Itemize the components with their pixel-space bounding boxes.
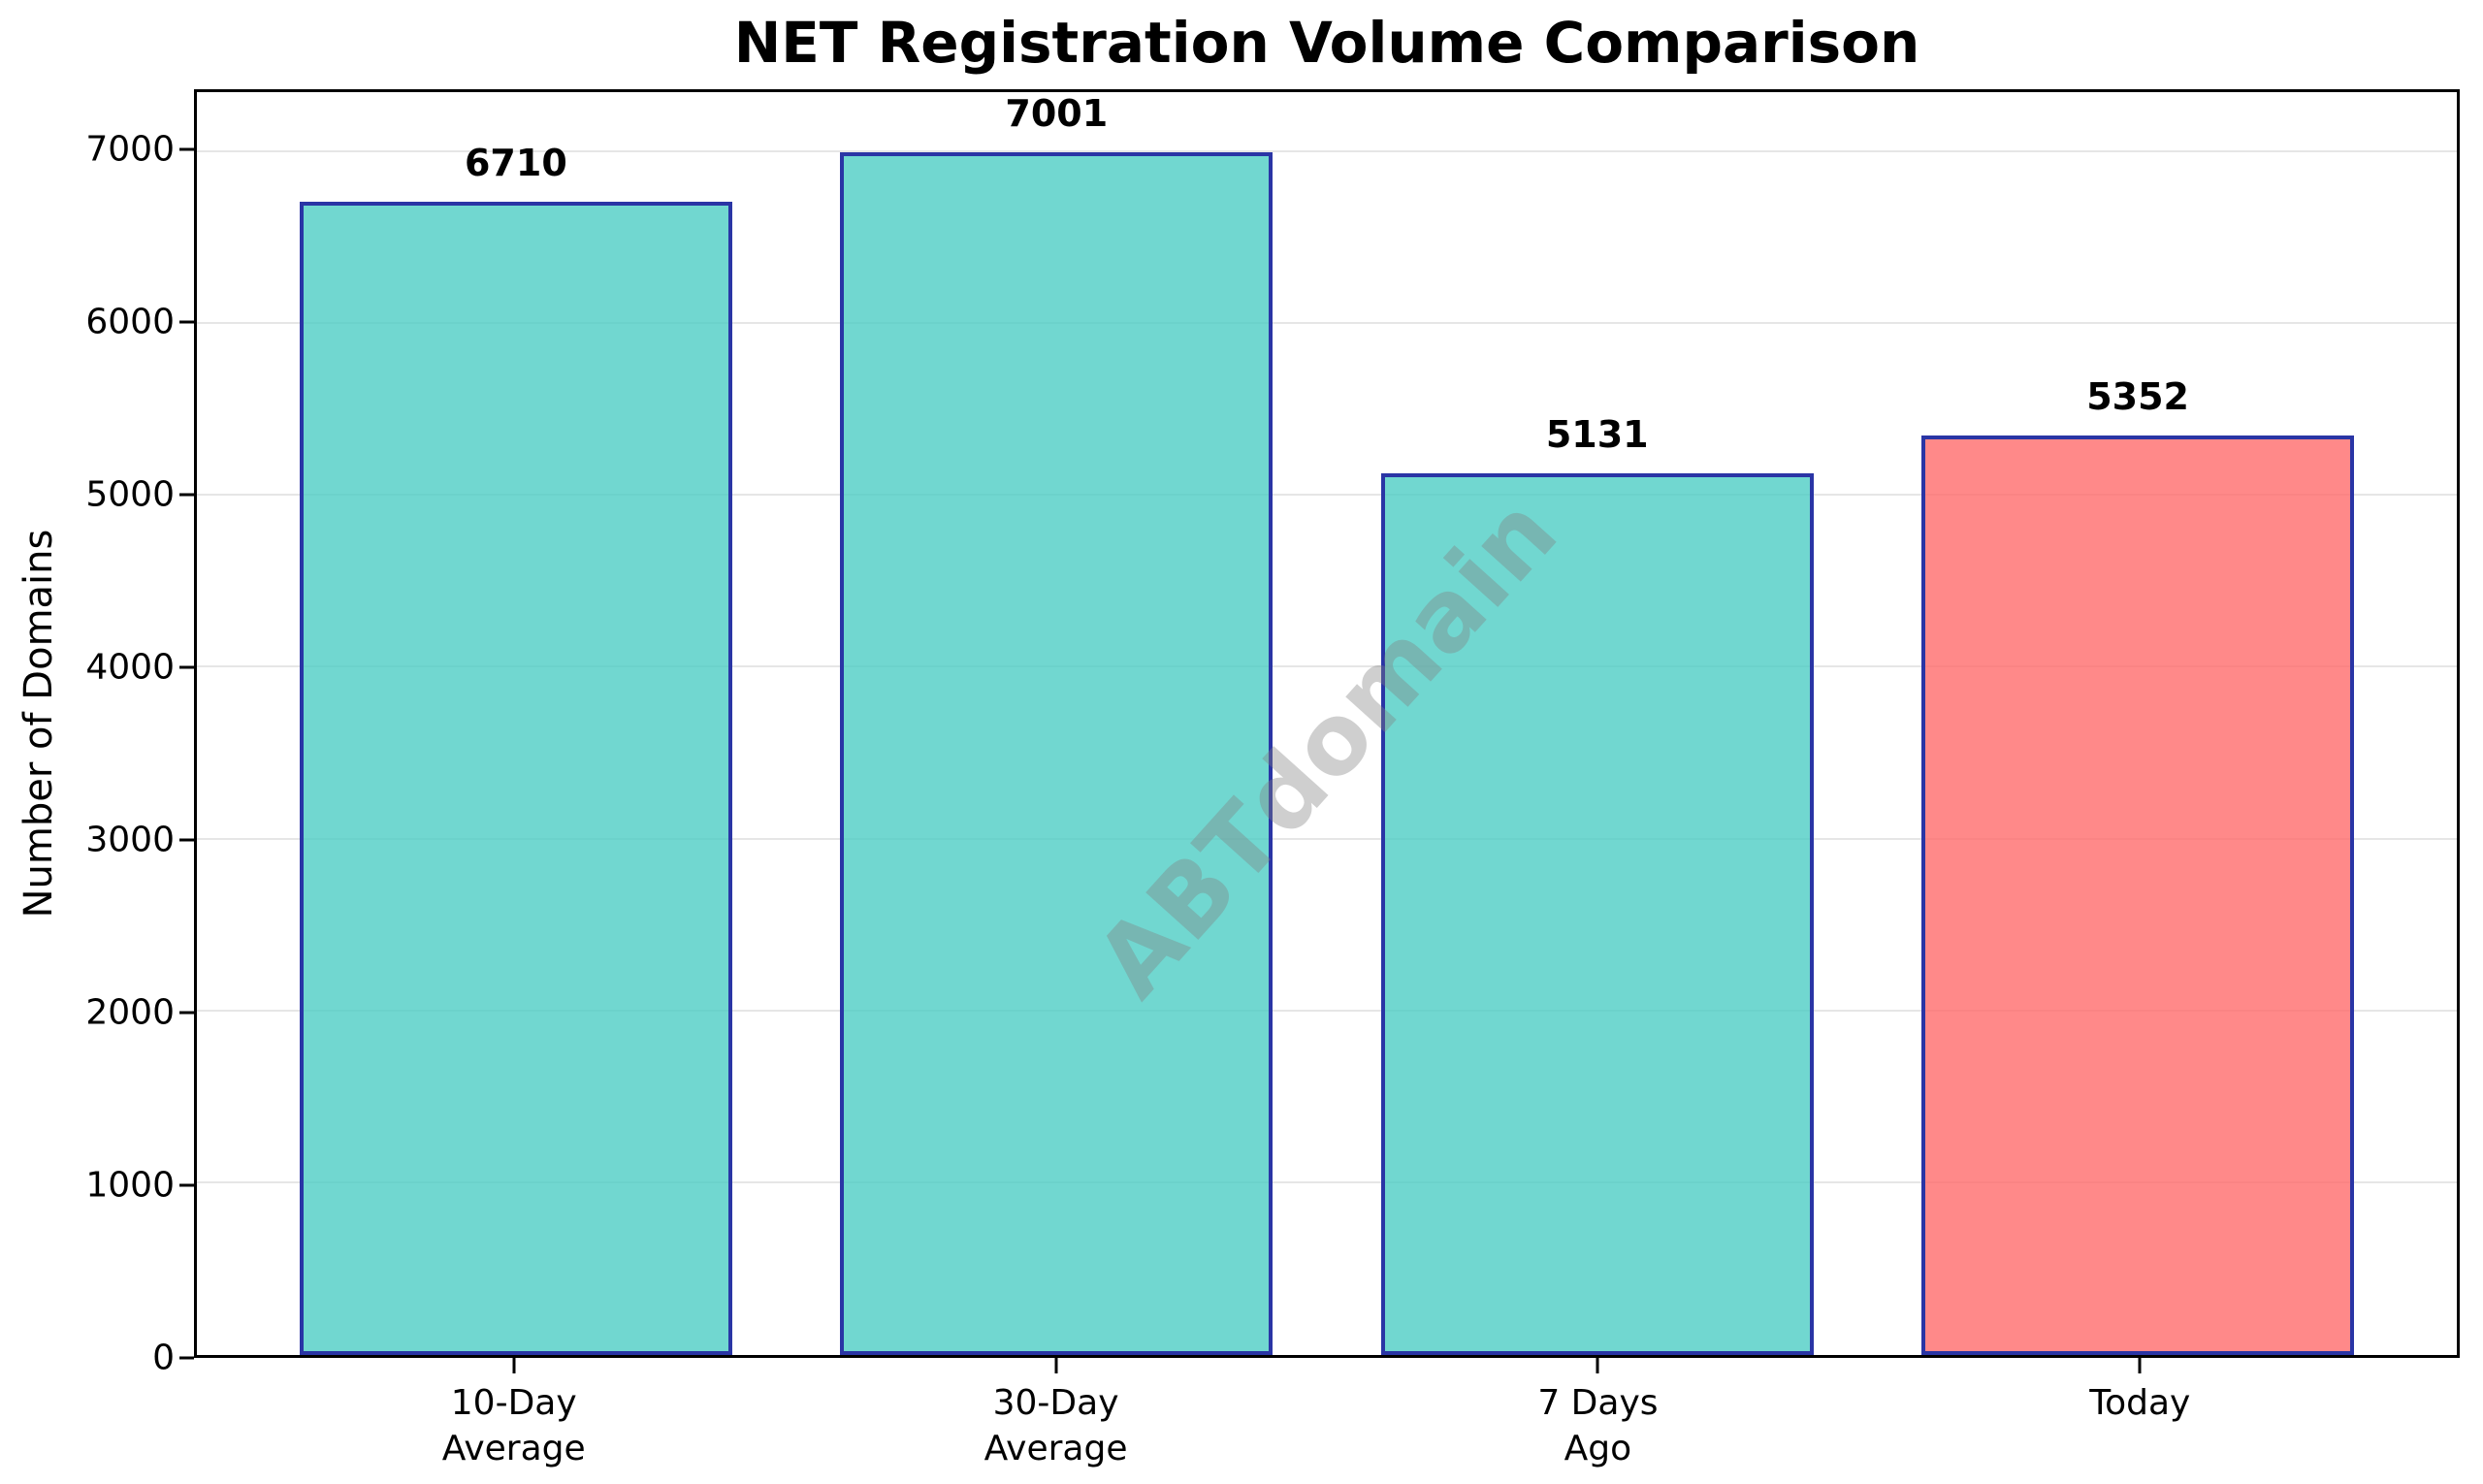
bar-today [1921,435,2355,1355]
x-tick-mark [1596,1358,1599,1373]
x-tick-label: 10-Day Average [441,1383,586,1468]
gridline-4000 [197,665,2457,668]
gridline-1000 [197,1180,2457,1183]
y-tick-label-1000: 1000 [85,1165,175,1206]
gridline-5000 [197,494,2457,497]
y-tick-label-0: 0 [152,1338,175,1378]
gridline-3000 [197,837,2457,840]
y-tick-mark-2000 [179,1011,194,1015]
y-tick-mark-1000 [179,1183,194,1187]
y-tick-label-2000: 2000 [85,992,175,1033]
y-tick-mark-4000 [179,665,194,669]
bar-value-label: 5352 [2086,374,2189,418]
x-tick-mark [1054,1358,1058,1373]
y-tick-mark-0 [179,1356,194,1360]
x-tick-label: 7 Days Ago [1537,1383,1659,1468]
bar-value-label: 7001 [1005,91,1109,135]
y-tick-label-6000: 6000 [85,302,175,342]
bar-value-label: 5131 [1545,413,1649,457]
bar-30-day-average [840,151,1274,1355]
bar-7-days-ago [1380,473,1814,1355]
chart-title: NET Registration Volume Comparison [733,10,1920,76]
y-tick-mark-6000 [179,320,194,324]
bar-value-label: 6710 [464,142,567,185]
y-tick-mark-5000 [179,493,194,497]
y-tick-label-7000: 7000 [85,129,175,170]
gridline-7000 [197,150,2457,152]
y-tick-mark-3000 [179,838,194,842]
y-tick-label-5000: 5000 [85,474,175,515]
bar-10-day-average [299,202,732,1355]
x-tick-mark [2138,1358,2142,1373]
y-tick-label-3000: 3000 [85,820,175,860]
x-tick-label: 30-Day Average [984,1383,1128,1468]
y-tick-label-4000: 4000 [85,647,175,688]
gridline-6000 [197,322,2457,325]
plot-area: 6710 7001 5131 5352 [194,89,2460,1358]
gridline-2000 [197,1009,2457,1012]
y-tick-mark-7000 [179,147,194,151]
x-tick-mark [512,1358,516,1373]
x-tick-label: Today [2089,1383,2191,1423]
